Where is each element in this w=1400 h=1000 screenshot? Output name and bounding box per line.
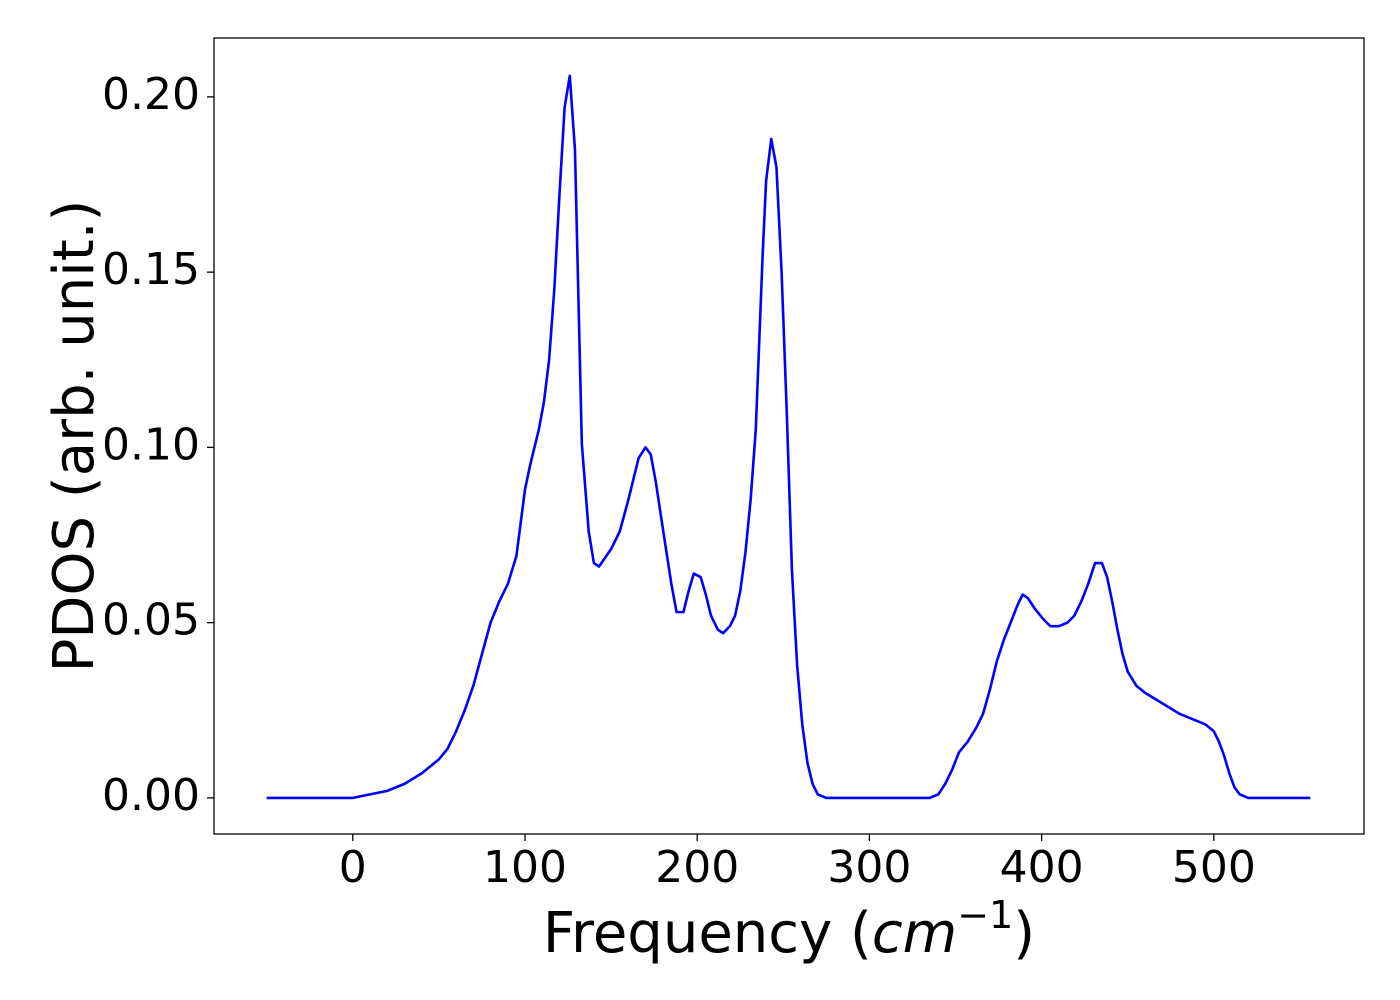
x-axis-label: Frequency (cm−1) [543, 893, 1035, 966]
x-label-unit: cm [872, 901, 957, 966]
x-tick-label: 200 [655, 842, 739, 893]
y-tick-label: 0.15 [102, 244, 200, 295]
y-tick-label: 0.00 [102, 770, 200, 821]
x-tick-label: 0 [339, 842, 367, 893]
y-tick-label: 0.05 [102, 595, 200, 646]
y-axis-label: PDOS (arb. unit.) [42, 200, 107, 673]
plot-frame [213, 37, 1365, 835]
x-label-text: ) [1013, 901, 1035, 966]
x-tick-label: 300 [827, 842, 911, 893]
x-label-exponent: −1 [957, 893, 1013, 937]
y-tick-label: 0.10 [102, 419, 200, 470]
x-tick-label: 400 [1000, 842, 1084, 893]
y-tick-label: 0.20 [102, 69, 200, 120]
x-label-text: Frequency ( [543, 901, 872, 966]
x-tick-label: 100 [483, 842, 567, 893]
x-tick-label: 500 [1172, 842, 1256, 893]
line-series [266, 74, 1311, 800]
